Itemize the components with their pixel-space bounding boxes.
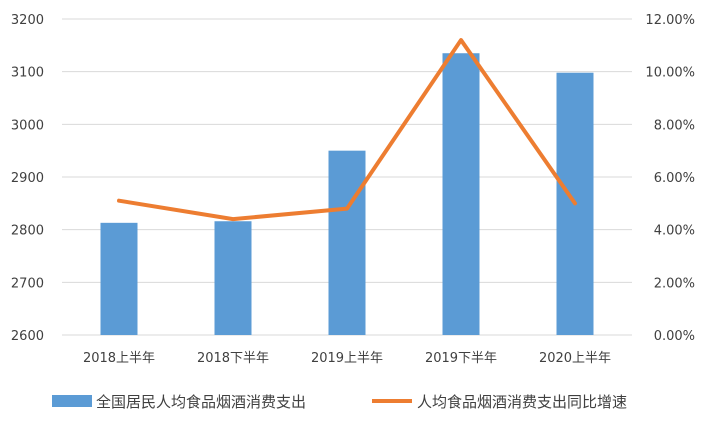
line-point bbox=[574, 202, 576, 204]
line-point bbox=[118, 200, 120, 202]
right-tick-label: 2.00% bbox=[654, 276, 695, 291]
legend-swatch-bar bbox=[52, 395, 92, 407]
right-tick-label: 6.00% bbox=[654, 171, 695, 186]
right-tick-label: 12.00% bbox=[645, 13, 695, 28]
bar bbox=[442, 53, 480, 335]
right-tick-label: 4.00% bbox=[654, 224, 695, 239]
left-tick-label: 3100 bbox=[11, 66, 44, 81]
right-tick-label: 8.00% bbox=[654, 118, 695, 133]
bar-series bbox=[100, 53, 594, 335]
right-tick-label: 10.00% bbox=[645, 66, 695, 81]
right-axis-ticks: 0.00% 2.00% 4.00% 6.00% 8.00% 10.00% 12.00% bbox=[645, 13, 695, 344]
x-tick-label: 2020上半年 bbox=[539, 351, 611, 366]
bar bbox=[214, 221, 252, 335]
x-axis-ticks: 2018上半年 2018下半年 2019上半年 2019下半年 2020上半年 bbox=[83, 351, 611, 366]
left-tick-label: 2900 bbox=[11, 171, 44, 186]
bar bbox=[100, 222, 138, 335]
legend: 全国居民人均食品烟酒消费支出 人均食品烟酒消费支出同比增速 bbox=[52, 393, 627, 411]
x-tick-label: 2018下半年 bbox=[197, 351, 269, 366]
left-tick-label: 3200 bbox=[11, 13, 44, 28]
x-tick-label: 2019上半年 bbox=[311, 351, 383, 366]
legend-label-bar: 全国居民人均食品烟酒消费支出 bbox=[96, 393, 306, 411]
line-point bbox=[232, 218, 234, 220]
line-point bbox=[460, 39, 462, 41]
bar bbox=[328, 150, 366, 335]
line-series bbox=[117, 38, 577, 222]
right-tick-label: 0.00% bbox=[654, 329, 695, 344]
x-tick-label: 2019下半年 bbox=[425, 351, 497, 366]
left-tick-label: 2600 bbox=[11, 329, 44, 344]
x-tick-label: 2018上半年 bbox=[83, 351, 155, 366]
line-point bbox=[346, 208, 348, 210]
left-tick-label: 2800 bbox=[11, 224, 44, 239]
left-tick-label: 3000 bbox=[11, 118, 44, 133]
left-tick-label: 2700 bbox=[11, 276, 44, 291]
legend-label-line: 人均食品烟酒消费支出同比增速 bbox=[417, 393, 627, 411]
left-axis-ticks: 2600 2700 2800 2900 3000 3100 3200 bbox=[11, 13, 44, 344]
